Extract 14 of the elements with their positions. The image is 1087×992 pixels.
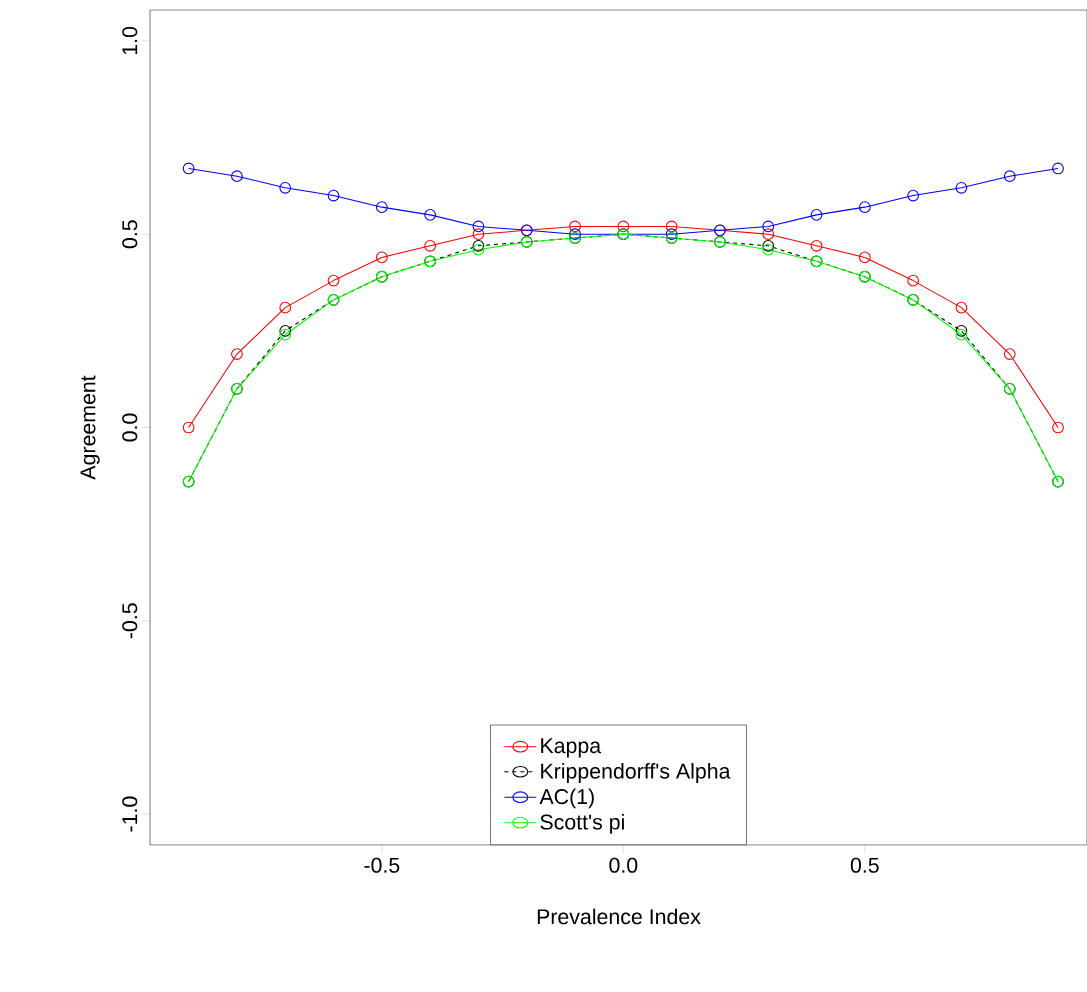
x-tick-label: 0.5 <box>850 857 879 873</box>
y-tick-label: 0.0 <box>122 413 138 442</box>
legend-label: Krippendorff's Alpha <box>541 763 731 783</box>
x-tick-label: -0.5 <box>364 857 400 873</box>
legend-label: Scott's pi <box>540 813 624 834</box>
y-axis-title: Agreement <box>80 375 100 480</box>
y-tick-label: -0.5 <box>122 603 138 639</box>
x-axis-title: Prevalence Index <box>537 908 701 925</box>
legend-label: Kappa <box>541 738 602 758</box>
x-tick-label: 0.0 <box>609 857 638 873</box>
legend-label: AC(1) <box>539 788 594 809</box>
y-tick-label: -1.0 <box>122 796 138 832</box>
y-tick-label: 0.5 <box>122 220 138 249</box>
y-tick-label: 1.0 <box>122 26 138 55</box>
